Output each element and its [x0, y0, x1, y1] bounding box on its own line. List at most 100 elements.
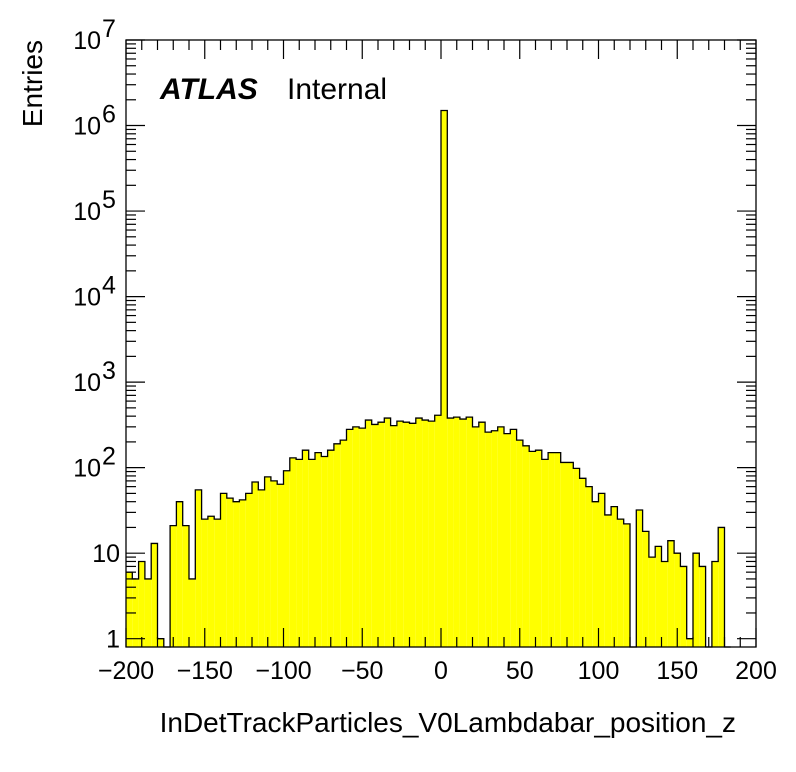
histogram-bar: [585, 486, 593, 647]
x-tick-label: −50: [341, 657, 383, 685]
histogram-bar: [497, 426, 504, 647]
histogram-bar: [195, 489, 202, 647]
atlas-label: ATLAS: [159, 73, 258, 106]
x-tick-label: 100: [578, 657, 620, 685]
histogram-bar: [245, 493, 252, 647]
histogram-bar: [270, 480, 278, 647]
histogram-bar: [541, 459, 549, 647]
histogram-bar: [573, 468, 580, 647]
histogram-bar: [201, 519, 208, 647]
histogram-bar: [384, 418, 391, 647]
y-tick-exponent: 3: [102, 357, 116, 385]
histogram-bar: [340, 440, 347, 647]
histogram-bar: [277, 484, 284, 647]
histogram-bar: [491, 430, 498, 647]
histogram-bar: [346, 429, 353, 647]
histogram-bar: [674, 553, 681, 647]
histogram-bar: [680, 566, 687, 647]
histogram-bar: [264, 476, 271, 647]
histogram-bar: [522, 445, 530, 647]
y-tick-label: 10: [73, 27, 101, 55]
y-tick-exponent: 2: [102, 443, 116, 471]
histogram-bar: [472, 426, 479, 647]
x-tick-label: −200: [98, 657, 154, 685]
histogram-bar: [699, 566, 706, 647]
histogram-bar: [453, 417, 460, 647]
histogram-bar: [302, 450, 309, 647]
histogram-bar: [478, 422, 486, 647]
histogram-bar: [371, 424, 378, 647]
histogram-bar: [252, 481, 259, 647]
y-axis-title: Entries: [17, 40, 48, 127]
histogram-bar: [579, 478, 586, 647]
y-tick-label: 10: [73, 369, 101, 397]
histogram-bar: [693, 553, 700, 647]
histogram-bar: [516, 440, 523, 647]
histogram-bar: [289, 457, 297, 647]
histogram-bar: [403, 422, 410, 647]
histogram-bar: [604, 514, 612, 647]
histogram-bar: [296, 459, 303, 647]
x-tick-labels: −200 −150 −100 −50 0 50 100 150 200: [98, 657, 777, 685]
y-tick-exponent: 7: [102, 15, 116, 43]
histogram-bar: [535, 450, 542, 647]
histogram-bar: [182, 525, 189, 647]
histogram-bar: [239, 499, 246, 647]
histogram-bar: [441, 110, 448, 648]
internal-label: Internal: [287, 73, 387, 106]
histogram-bar: [157, 638, 164, 647]
histogram-bar: [554, 452, 561, 647]
histogram-bar: [315, 452, 322, 647]
histogram-bar: [409, 423, 416, 647]
histogram-bar: [642, 531, 649, 647]
histogram-bar: [560, 462, 567, 647]
histogram-bar: [258, 489, 265, 647]
histogram-bar: [359, 428, 366, 647]
histogram-bar: [529, 451, 536, 647]
histogram-bar: [170, 525, 177, 647]
x-tick-label: 0: [434, 657, 448, 685]
histogram-bar: [648, 557, 656, 647]
histogram-bar: [327, 450, 334, 647]
histogram-bar: [447, 418, 454, 647]
histogram-bar: [567, 462, 574, 647]
y-tick-label: 10: [73, 198, 101, 226]
histogram-bar: [390, 425, 397, 647]
histogram-bar: [504, 433, 511, 647]
histogram-bar: [151, 543, 158, 647]
x-tick-label: 200: [735, 657, 777, 685]
y-tick-label: 10: [73, 455, 101, 483]
histogram-bar: [485, 432, 492, 647]
histogram-bar: [623, 523, 630, 647]
y-tick-label: 10: [73, 113, 101, 141]
histogram-bar: [510, 429, 517, 647]
histogram-bar: [686, 638, 693, 647]
histogram-bar: [466, 417, 473, 647]
histogram-bar: [415, 418, 423, 647]
histogram-bar: [396, 421, 404, 647]
histogram-bar: [548, 452, 555, 647]
histogram-bar: [655, 546, 662, 647]
histogram-bar: [308, 459, 315, 647]
histogram-bar: [611, 506, 618, 647]
y-tick-exponent: 4: [102, 272, 116, 300]
histogram-bar: [138, 561, 145, 647]
x-tick-label: 150: [656, 657, 698, 685]
histogram-bar: [283, 470, 290, 647]
histogram-bar: [718, 527, 725, 647]
histogram-bar: [214, 519, 221, 647]
histogram-bar: [126, 572, 133, 647]
x-tick-label: 50: [506, 657, 534, 685]
histogram-bar: [636, 509, 643, 647]
histogram-bar: [333, 443, 341, 647]
histogram-bar: [711, 561, 719, 647]
histogram-bar: [233, 501, 240, 647]
y-tick-exponent: 6: [102, 101, 116, 129]
x-tick-label: −150: [177, 657, 233, 685]
histogram-bar: [428, 421, 435, 647]
histogram-bar: [352, 426, 360, 647]
histogram-bar: [207, 516, 215, 647]
y-tick-label: 1: [106, 626, 120, 654]
